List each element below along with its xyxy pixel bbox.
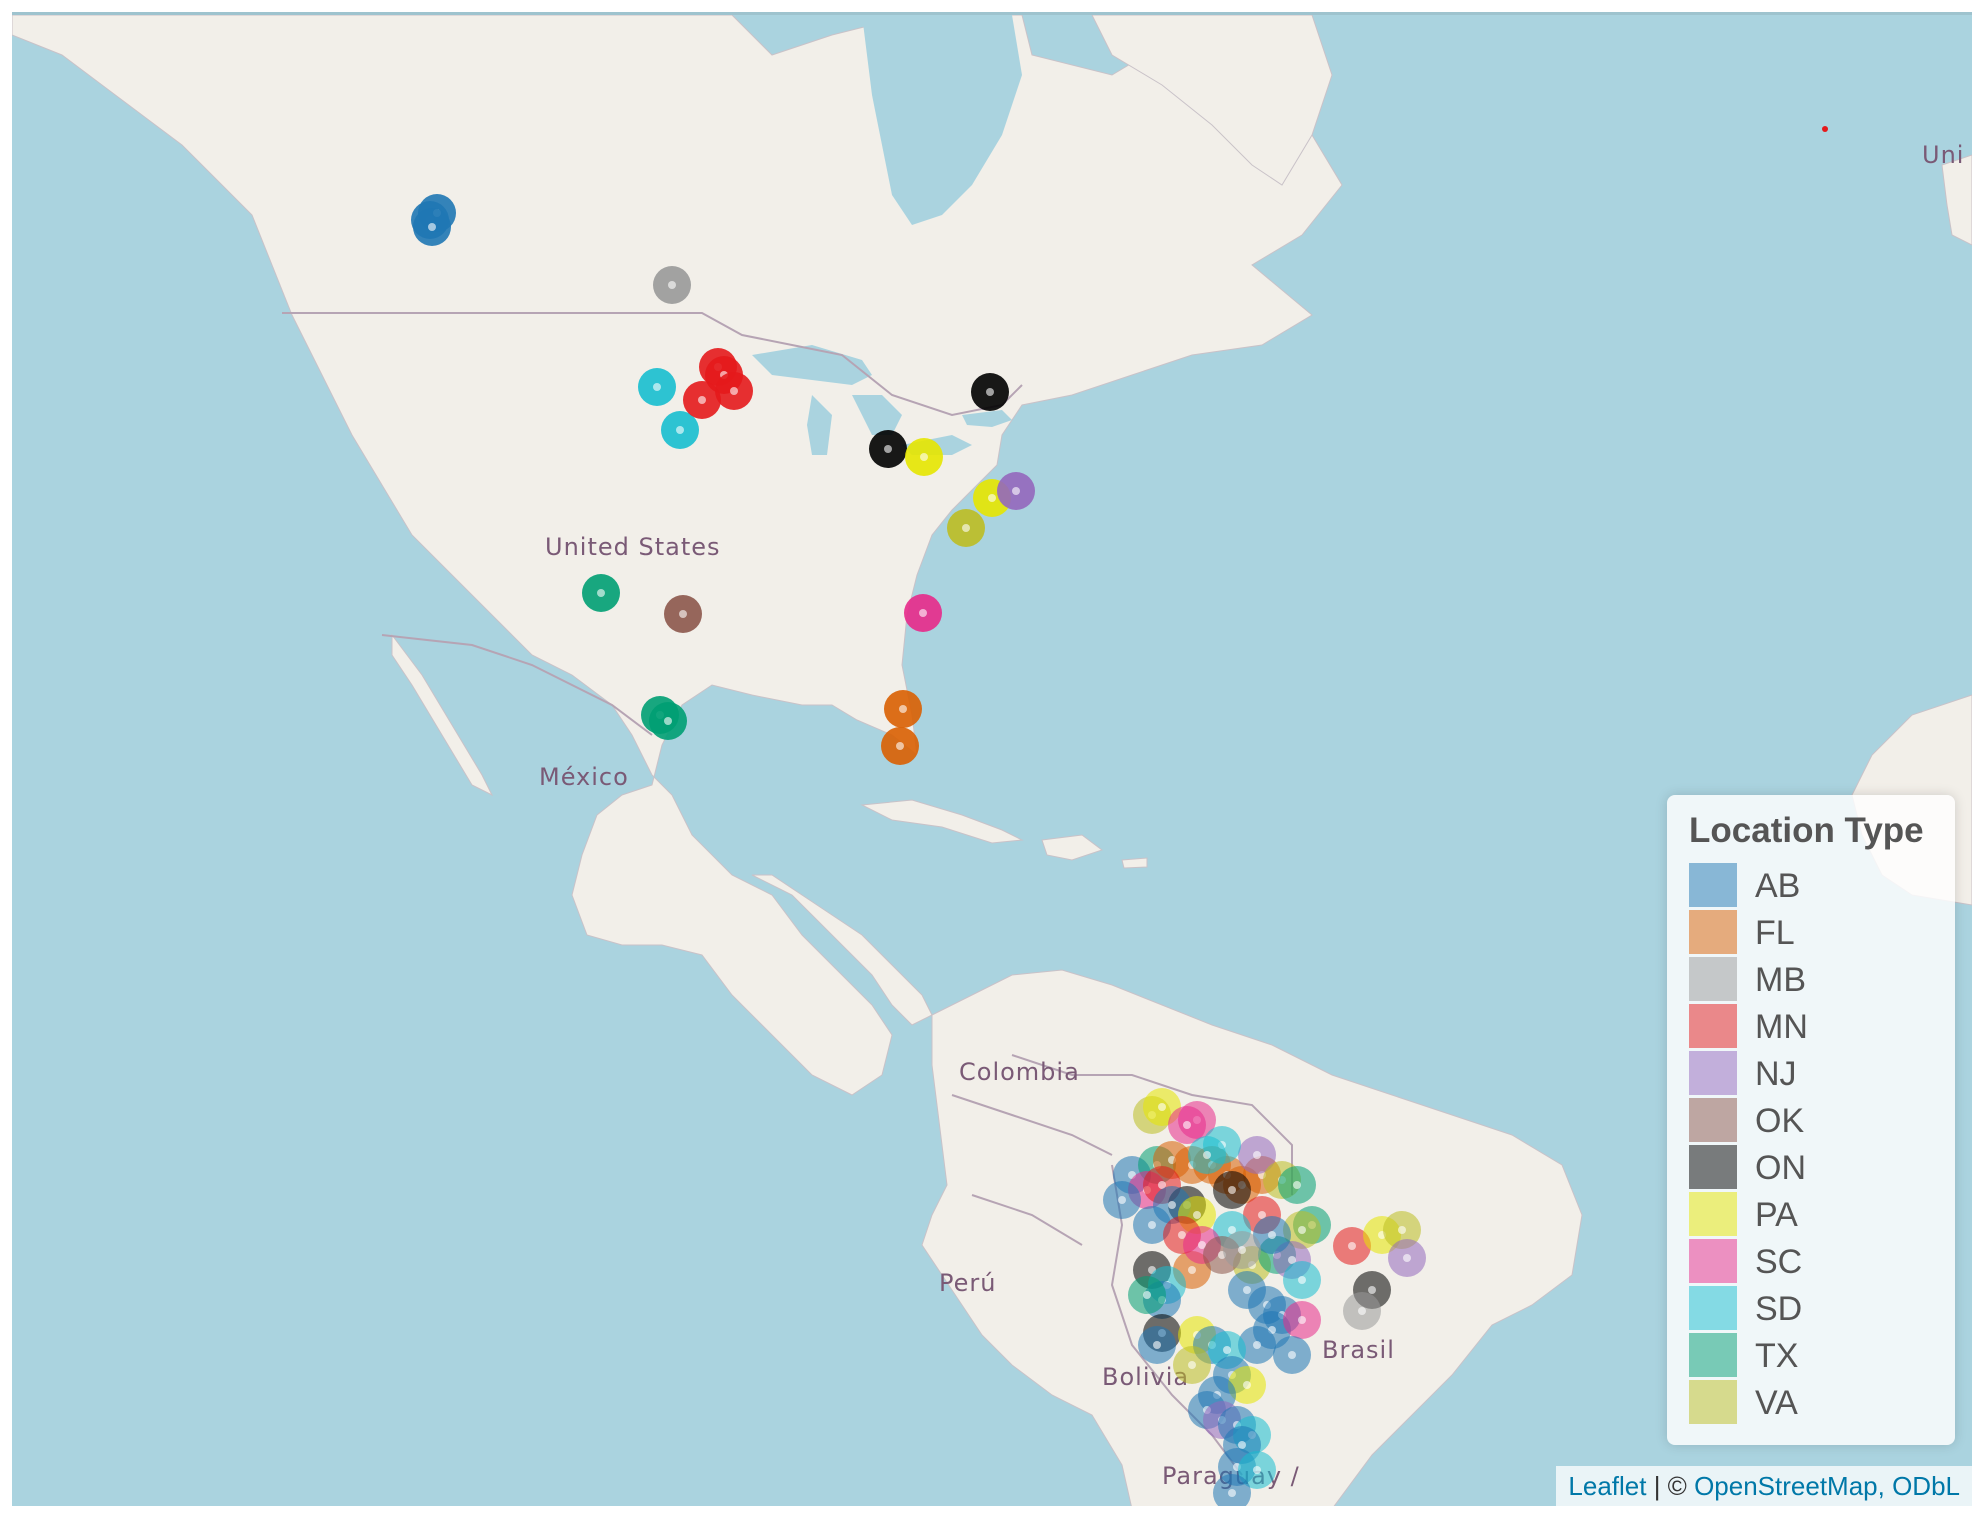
marker-ab[interactable] [413,208,451,246]
legend-label: SD [1755,1290,1803,1328]
marker-mn[interactable] [1333,1227,1371,1265]
legend-label: AB [1755,867,1801,905]
legend-label: MB [1755,961,1806,999]
marker-tx[interactable] [1278,1166,1316,1204]
label-colombia: Colombia [959,1058,1080,1086]
marker-pa[interactable] [1228,1366,1266,1404]
marker-sc[interactable] [1283,1301,1321,1339]
marker-sd[interactable] [638,368,676,406]
legend-label: TX [1755,1337,1799,1375]
legend-swatch [1689,1051,1737,1095]
land-cuba [860,799,1024,844]
marker-sd[interactable] [661,411,699,449]
leaflet-link[interactable]: Leaflet [1568,1471,1647,1501]
land-puerto-rico [1121,857,1148,869]
legend-label: OK [1755,1102,1805,1140]
label-brasil: Brasil [1322,1336,1395,1364]
legend-label: FL [1755,914,1795,952]
marker-nj[interactable] [1388,1239,1426,1277]
attribution-separator: | © [1646,1471,1695,1501]
legend: Location Type AB FL MB MN NJ OK ON PA SC SD TX VA [1667,795,1955,1445]
marker-va[interactable] [1383,1211,1421,1249]
legend-swatch [1689,863,1737,907]
marker-tx[interactable] [649,702,687,740]
marker-va[interactable] [1173,1346,1211,1384]
basemap [12,15,1972,1506]
border-peru-colombia [951,1094,1113,1246]
marker-dot[interactable] [1822,126,1828,132]
legend-swatch [1689,1380,1737,1424]
label-mexico: México [539,763,629,791]
label-united-states: United States [545,533,721,561]
marker-ab[interactable] [1103,1181,1141,1219]
marker-ab[interactable] [1273,1336,1311,1374]
legend-swatch [1689,910,1737,954]
legend-label: MN [1755,1008,1808,1046]
legend-swatch [1689,1192,1737,1236]
marker-nj[interactable] [1238,1136,1276,1174]
land-hispaniola [1041,834,1104,861]
marker-on[interactable] [869,430,907,468]
legend-swatch [1689,1239,1737,1283]
marker-on[interactable] [1213,1171,1251,1209]
marker-mn[interactable] [683,381,721,419]
border-us-mexico [381,634,653,736]
attribution: Leaflet | © OpenStreetMap, ODbL [1556,1466,1972,1506]
land-greenland [1091,15,1333,186]
marker-pa[interactable] [905,438,943,476]
hudson-bay [862,15,1022,225]
legend-swatch [1689,1145,1737,1189]
marker-mb[interactable] [653,266,691,304]
marker-sd[interactable] [1188,1136,1226,1174]
marker-tx[interactable] [1128,1276,1166,1314]
marker-layer [411,126,1828,1506]
marker-nj[interactable] [997,472,1035,510]
marker-mn[interactable] [715,372,753,410]
label-peru: Perú [939,1269,997,1297]
marker-va[interactable] [947,509,985,547]
land-europe-edge [1941,154,1972,246]
marker-mb[interactable] [1343,1292,1381,1330]
marker-fl[interactable] [884,690,922,728]
legend-label: SC [1755,1243,1803,1281]
marker-ab[interactable] [1133,1206,1171,1244]
marker-ok[interactable] [664,595,702,633]
land-north-america [12,15,1343,1096]
marker-ab[interactable] [1238,1326,1276,1364]
legend-swatch [1689,1004,1737,1048]
legend-label: PA [1755,1196,1798,1234]
legend-swatch [1689,1333,1737,1377]
marker-ab[interactable] [1213,1474,1251,1506]
legend-title: Location Type [1689,811,1924,850]
osm-link[interactable]: OpenStreetMap, ODbL [1694,1471,1960,1501]
legend-swatch [1689,957,1737,1001]
marker-sc[interactable] [1168,1106,1206,1144]
great-lakes [752,345,1012,455]
label-united-kingdom: Uni [1922,141,1965,169]
marker-tx[interactable] [582,574,620,612]
marker-fl[interactable] [881,727,919,765]
map-view[interactable]: United States México Colombia Perú Boliv… [12,12,1972,1506]
marker-ab[interactable] [1138,1326,1176,1364]
marker-mb[interactable] [1223,1231,1261,1269]
marker-va[interactable] [1283,1211,1321,1249]
legend-swatch [1689,1098,1737,1142]
legend-label: VA [1755,1384,1798,1422]
legend-label: ON [1755,1149,1806,1187]
marker-ab[interactable] [1253,1216,1291,1254]
marker-sd[interactable] [1238,1451,1276,1489]
marker-sc[interactable] [904,594,942,632]
marker-sd[interactable] [1283,1261,1321,1299]
legend-label: NJ [1755,1055,1797,1093]
marker-on[interactable] [971,373,1009,411]
land-baja [391,633,494,797]
legend-swatch [1689,1286,1737,1330]
